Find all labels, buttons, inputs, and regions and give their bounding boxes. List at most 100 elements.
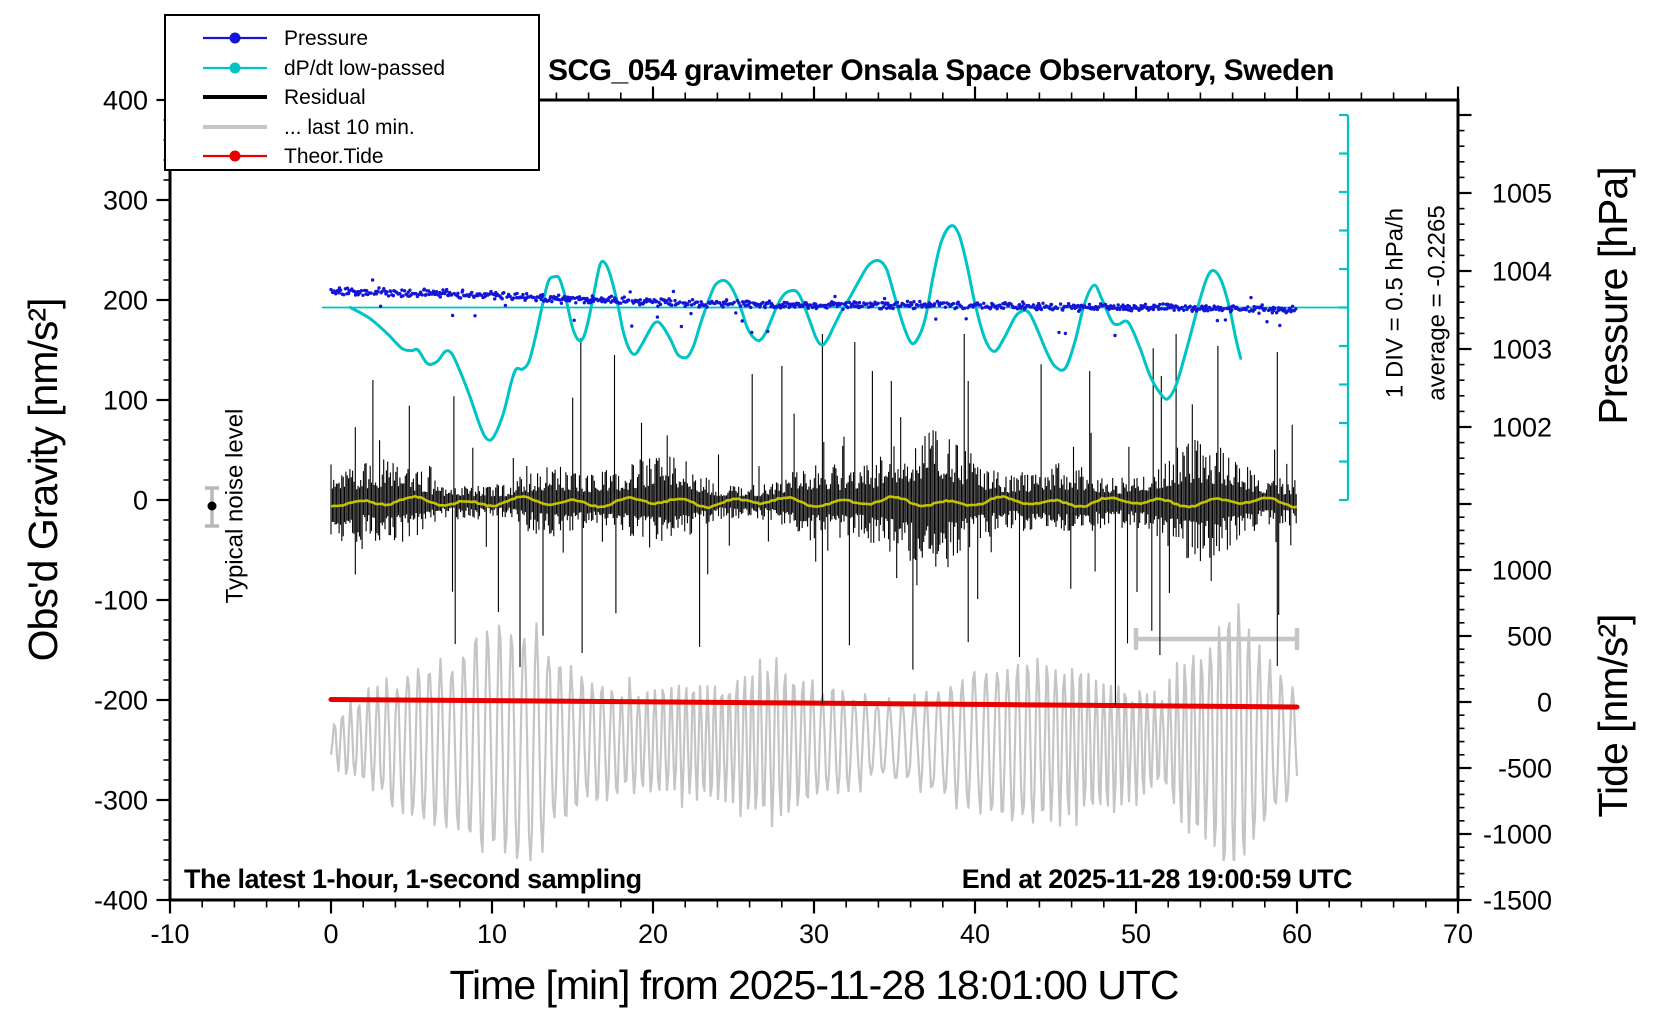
pressure-dot xyxy=(683,304,687,308)
pressure-dot xyxy=(839,302,844,306)
pressure-dot xyxy=(626,298,631,302)
x-tick-label: 30 xyxy=(799,919,829,949)
pressure-dot xyxy=(847,300,852,305)
pressure-dot xyxy=(359,289,364,293)
axes-ticks: -10 0 10 20 30 40 50 60 704003002001000-100-200-… xyxy=(94,86,1552,950)
pressure-dot xyxy=(1270,311,1275,315)
pressure-dot xyxy=(402,289,407,293)
pressure-dot xyxy=(1022,302,1026,306)
pressure-dot xyxy=(1230,308,1234,312)
y-left-axis-title: Obs'd Gravity [nm/s²] xyxy=(20,299,66,662)
pressure-dot xyxy=(389,289,393,294)
pressure-dot xyxy=(1159,307,1164,311)
pressure-dot xyxy=(1057,330,1061,335)
pressure-dot xyxy=(1066,302,1071,306)
pressure-tick-label: 1005 xyxy=(1492,179,1552,209)
pressure-dot xyxy=(980,306,984,310)
pressure-dot xyxy=(1087,302,1092,307)
pressure-dot xyxy=(750,330,754,335)
pressure-dot xyxy=(461,288,465,292)
pressure-dot xyxy=(483,294,487,299)
pressure-dot xyxy=(532,295,536,300)
pressure-dot xyxy=(1193,305,1197,309)
pressure-dot xyxy=(1257,311,1261,315)
legend-box xyxy=(164,14,540,171)
pressure-dot xyxy=(766,329,770,334)
typical-noise-label: Typical noise level xyxy=(221,409,248,604)
pressure-dot xyxy=(705,305,709,309)
pressure-dots xyxy=(329,278,1298,338)
pressure-dot xyxy=(723,302,727,306)
pressure-dot xyxy=(1103,302,1108,307)
pressure-dot xyxy=(740,319,744,323)
pressure-dot xyxy=(493,297,497,301)
pressure-dot xyxy=(1214,307,1218,311)
pressure-dot xyxy=(342,293,346,297)
pressure-dot xyxy=(689,311,693,316)
pressure-dot xyxy=(689,303,694,307)
pressure-dot xyxy=(933,302,937,306)
pressure-dot xyxy=(673,298,677,303)
pressure-dot xyxy=(382,287,386,291)
plot-frame xyxy=(168,98,1460,902)
pressure-dot xyxy=(1061,308,1065,312)
pressure-dot xyxy=(767,299,772,303)
pressure-axis-title: Pressure [hPa] xyxy=(1590,167,1636,424)
pressure-dot xyxy=(337,291,341,295)
pressure-dot xyxy=(628,290,632,294)
pressure-dot xyxy=(1210,307,1215,312)
pressure-dot xyxy=(832,301,836,305)
pressure-dot xyxy=(1182,308,1186,312)
y-left-tick-label: 400 xyxy=(103,86,148,116)
pressure-dot xyxy=(1031,303,1036,307)
pressure-dot xyxy=(1001,306,1006,310)
pressure-dot xyxy=(398,291,402,296)
sampling-note: The latest 1-hour, 1-second sampling xyxy=(184,864,642,894)
pressure-dot xyxy=(982,301,986,305)
pressure-dot xyxy=(539,297,543,302)
pressure-dot xyxy=(905,299,910,303)
pressure-dot xyxy=(898,304,903,308)
pressure-dot xyxy=(458,296,463,300)
pressure-dot xyxy=(989,306,993,310)
pressure-dot xyxy=(1206,309,1210,313)
average-label: average = -0.2265 xyxy=(1423,205,1450,400)
pressure-dot xyxy=(1222,307,1226,311)
pressure-dot xyxy=(910,302,914,307)
typical-noise-marker: Typical noise level xyxy=(205,409,248,604)
pressure-dot xyxy=(942,301,946,305)
y-left-tick-label: 100 xyxy=(103,386,148,416)
pressure-dot xyxy=(424,293,428,297)
pressure-dot xyxy=(655,315,660,319)
x-tick-label: 20 xyxy=(638,919,668,949)
pressure-dot xyxy=(783,304,788,308)
legend: Pressure dP/dt low-passed Residual ... l… xyxy=(164,14,540,171)
pressure-dot xyxy=(400,288,404,292)
pressure-dot xyxy=(445,287,449,292)
pressure-dot xyxy=(365,289,369,293)
x-tick-label: 50 xyxy=(1121,919,1151,949)
pressure-dot xyxy=(1035,304,1039,308)
pressure-dot xyxy=(923,302,927,306)
dpdt-legend-dot-icon xyxy=(229,62,241,74)
pressure-dot xyxy=(511,296,516,300)
pressure-dot xyxy=(472,295,476,299)
pressure-dot xyxy=(408,288,412,292)
pressure-dot xyxy=(658,302,663,307)
pressure-dot xyxy=(678,300,682,304)
pressure-dot xyxy=(422,287,426,291)
pressure-dot xyxy=(918,299,922,304)
pressure-dot xyxy=(420,293,424,297)
x-tick-label: 10 xyxy=(477,919,507,949)
pressure-dot xyxy=(857,300,862,305)
pressure-dot xyxy=(521,292,525,297)
smoothed-residual-polyline xyxy=(330,494,1298,510)
pressure-dot xyxy=(1048,307,1052,311)
pressure-dot xyxy=(650,300,655,305)
legend-label-residual: Residual xyxy=(284,86,366,109)
pressure-dot xyxy=(1151,307,1156,312)
residual-last10-trace xyxy=(329,603,1299,873)
pressure-dot xyxy=(913,306,917,310)
